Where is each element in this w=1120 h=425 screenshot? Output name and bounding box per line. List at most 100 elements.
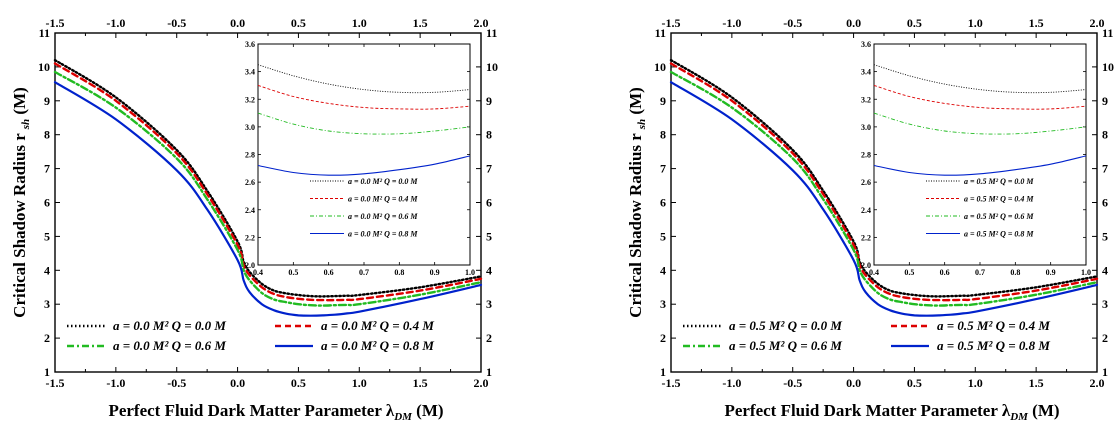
- x-tick-label: 0.0: [846, 376, 861, 390]
- inset-series-line-1: [873, 84, 1087, 110]
- inset-y-tick-label: 3.0: [861, 123, 871, 132]
- y-tick-label-right: 10: [1102, 60, 1114, 74]
- x-tick-label: 1.0: [968, 376, 983, 390]
- inset-y-tick-label: 3.6: [861, 40, 871, 49]
- y-tick-label-right: 3: [1102, 297, 1108, 311]
- inset-x-tick-label: 0.7: [359, 268, 369, 277]
- x-tick-label-top: 1.5: [413, 16, 428, 30]
- x-tick-label-top: -0.5: [783, 16, 802, 30]
- y-tick-label: 5: [44, 229, 50, 243]
- y-tick-label: 4: [660, 263, 666, 277]
- x-tick-label: -0.5: [783, 376, 802, 390]
- y-tick-label: 9: [44, 94, 50, 108]
- x-tick-label: 1.5: [413, 376, 428, 390]
- x-tick-label-top: -1.5: [46, 16, 65, 30]
- series-line-0: [669, 58, 1099, 298]
- legend-label-2: a = 0.5 M² Q = 0.6 M: [729, 338, 842, 353]
- inset-x-tick-label: 0.8: [1010, 268, 1020, 277]
- x-tick-label-top: -1.5: [662, 16, 681, 30]
- inset-x-tick-label: 0.9: [430, 268, 440, 277]
- inset-legend-label-3: a = 0.0 M² Q = 0.8 M: [348, 230, 418, 239]
- y-tick-label-right: 8: [486, 128, 492, 142]
- y-tick-label-right: 8: [1102, 128, 1108, 142]
- legend-label-3: a = 0.0 M² Q = 0.8 M: [321, 338, 434, 353]
- inset-y-tick-label: 3.2: [861, 95, 871, 104]
- x-tick-label: 1.0: [352, 376, 367, 390]
- y-tick-label: 7: [660, 162, 666, 176]
- legend-label-0: a = 0.0 M² Q = 0.0 M: [113, 318, 226, 333]
- inset-y-tick-label: 2.8: [861, 151, 871, 160]
- y-tick-label-right: 9: [486, 94, 492, 108]
- x-tick-label: 1.5: [1029, 376, 1044, 390]
- x-tick-label-top: -1.0: [106, 16, 125, 30]
- inset-x-tick-label: 1.0: [1081, 268, 1091, 277]
- inset-legend-label-0: a = 0.0 M² Q = 0.0 M: [348, 177, 418, 186]
- x-tick-label-top: -0.5: [167, 16, 186, 30]
- y-tick-label: 4: [44, 263, 50, 277]
- y-tick-label-right: 5: [1102, 229, 1108, 243]
- inset-x-tick-label: 0.4: [869, 268, 879, 277]
- y-tick-label-right: 10: [486, 60, 498, 74]
- x-tick-label: -1.0: [722, 376, 741, 390]
- y-tick-label: 3: [660, 297, 666, 311]
- series-line-2: [669, 70, 1099, 307]
- inset-x-tick-label: 0.4: [253, 268, 263, 277]
- y-tick-label-right: 3: [486, 297, 492, 311]
- inset-series-line-2: [873, 112, 1087, 135]
- x-axis-label: Perfect Fluid Dark Matter Parameter λDM …: [724, 401, 1059, 423]
- inset-series-line-3: [257, 155, 471, 176]
- inset-series-line-1: [257, 84, 471, 110]
- right-chart-panel: -1.5 -1.5 -1.0 -1.0 -0.5 -0.5 0.0 0.0 0.5 0.5 1.0 1…: [626, 16, 1114, 423]
- y-tick-label-right: 7: [1102, 162, 1108, 176]
- inset-x-tick-label: 0.9: [1046, 268, 1056, 277]
- y-axis-label: Critical Shadow Radius r sh (M): [626, 87, 648, 318]
- y-tick-label-right: 2: [486, 331, 492, 345]
- inset-x-tick-label: 0.5: [904, 268, 914, 277]
- series-line-3: [669, 81, 1099, 317]
- x-tick-label: -1.5: [46, 376, 65, 390]
- inset-frame: [257, 43, 471, 266]
- y-tick-label: 2: [660, 331, 666, 345]
- inset-legend-label-1: a = 0.5 M² Q = 0.4 M: [964, 195, 1034, 204]
- legend-label-1: a = 0.0 M² Q = 0.4 M: [321, 318, 434, 333]
- y-tick-label: 11: [39, 26, 50, 40]
- inset-x-tick-label: 0.6: [940, 268, 950, 277]
- y-tick-label-right: 9: [1102, 94, 1108, 108]
- inset-series-line-3: [873, 155, 1087, 176]
- x-tick-label: -1.0: [106, 376, 125, 390]
- x-tick-label-top: 1.5: [1029, 16, 1044, 30]
- x-tick-label-top: 1.0: [352, 16, 367, 30]
- inset-legend-label-3: a = 0.5 M² Q = 0.8 M: [964, 230, 1034, 239]
- series-line-1: [53, 62, 483, 302]
- legend-label-1: a = 0.5 M² Q = 0.4 M: [937, 318, 1050, 333]
- y-tick-label-right: 2: [1102, 331, 1108, 345]
- inset-x-tick-label: 0.6: [324, 268, 334, 277]
- y-tick-label: 9: [660, 94, 666, 108]
- series-line-2: [53, 70, 483, 307]
- inset-x-tick-label: 0.8: [394, 268, 404, 277]
- x-tick-label-top: 0.0: [846, 16, 861, 30]
- x-tick-label-top: 1.0: [968, 16, 983, 30]
- inset-series-line-2: [257, 112, 471, 135]
- y-tick-label-right: 4: [1102, 263, 1108, 277]
- inset-y-tick-label: 3.4: [245, 68, 255, 77]
- legend-label-0: a = 0.5 M² Q = 0.0 M: [729, 318, 842, 333]
- y-tick-label: 10: [654, 60, 666, 74]
- inset-y-tick-label: 2.6: [861, 178, 871, 187]
- x-tick-label: -1.5: [662, 376, 681, 390]
- x-tick-label: 2.0: [1090, 376, 1105, 390]
- inset-y-tick-label: 2.4: [861, 206, 871, 215]
- inset-legend-label-1: a = 0.0 M² Q = 0.4 M: [348, 195, 418, 204]
- inset-y-tick-label: 2.2: [861, 233, 871, 242]
- inset-frame: [873, 43, 1087, 266]
- legend-label-2: a = 0.0 M² Q = 0.6 M: [113, 338, 226, 353]
- y-tick-label-right: 5: [486, 229, 492, 243]
- series-line-0: [53, 58, 483, 298]
- y-tick-label: 8: [44, 128, 50, 142]
- y-tick-label-right: 1: [486, 365, 492, 379]
- y-tick-label-right: 11: [1102, 26, 1113, 40]
- inset-y-tick-label: 3.6: [245, 40, 255, 49]
- y-tick-label: 3: [44, 297, 50, 311]
- inset-x-tick-label: 0.7: [975, 268, 985, 277]
